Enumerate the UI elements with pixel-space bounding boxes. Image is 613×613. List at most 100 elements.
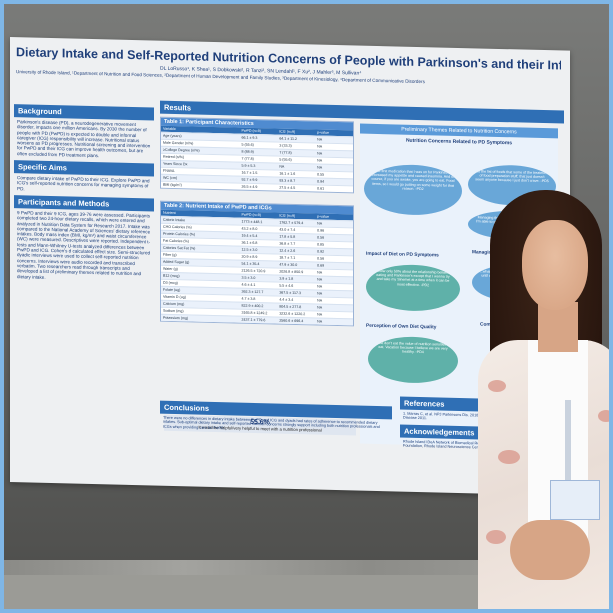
table-cell: 1762.7 ± 579.4	[279, 220, 304, 226]
table-cell: NA	[279, 164, 285, 169]
table-cell: NA	[317, 291, 323, 296]
table-cell: 18.7 ± 7.1	[279, 255, 296, 260]
table-cell: NA	[317, 151, 323, 156]
presenter-person	[470, 190, 613, 613]
table-cell: 392.3 ± 127.7	[241, 289, 264, 295]
table-cell: Potassium (mg)	[163, 315, 189, 321]
themes-heading: Preliminary Themes Related to Nutrition …	[360, 123, 558, 139]
background-text: Parkinson's disease (PD), a neurodegener…	[17, 119, 151, 158]
table-cell: NA	[317, 270, 323, 275]
left-column: Background Parkinson's disease (PD), a n…	[14, 100, 154, 282]
header-cell: PwPD (n=9)	[241, 212, 261, 218]
table-cell: 19.4 ± 5.4	[241, 233, 258, 239]
table-cell: 5.9 ± 5.3	[241, 163, 256, 168]
table-cell: 2026.8 ± 850.9	[279, 269, 304, 275]
nutrient-table: Table 2: Nutrient Intake of PwPD and ICG…	[160, 200, 354, 327]
conclusions-section: Conclusions There were no differences in…	[160, 397, 392, 435]
table-cell: 16.7 ± 1.5	[241, 170, 258, 176]
aims-heading: Specific Aims	[14, 160, 154, 177]
table-cell: 2437.1 ± 779.6	[241, 317, 266, 323]
table-cell: 2560.6 ± 696.4	[279, 318, 304, 324]
table-cell: 36.1 ± 6.8	[241, 240, 258, 246]
header-cell: p-value	[317, 130, 329, 135]
table-cell: 804.5 ± 277.8	[279, 304, 302, 310]
table-cell: NA	[317, 319, 323, 324]
table-cell: 0.94	[317, 179, 325, 184]
table-cell: 3165.8 ± 1249.2	[241, 310, 268, 316]
table-cell: 0.56	[317, 256, 325, 261]
table-cell: 0.56	[317, 235, 325, 240]
table-cell: NA	[317, 158, 323, 163]
table-cell: 4.7 ± 3.8	[241, 296, 256, 301]
header-cell: ICG (n=9)	[279, 213, 296, 218]
table-cell: 17.8 ± 5.8	[279, 234, 296, 239]
table-cell: 0.55	[317, 172, 325, 177]
table-cell: 367.5 ± 117.3	[279, 290, 302, 296]
face	[522, 220, 588, 310]
table-cell: 8 (88.9)	[241, 149, 254, 154]
table-cell: 26.5 ± 4.9	[241, 184, 258, 190]
table-cell: 822.9 ± 400.2	[241, 303, 264, 309]
table-cell: 16.1 ± 1.6	[279, 171, 296, 176]
table-cell: 64.1 ± 11.2	[279, 136, 298, 142]
quote-bubble: I know only 50% about the relationship b…	[366, 263, 460, 312]
themes-subheading-4: Perception of Own Diet Quality	[366, 323, 437, 331]
quote-bubble: The first medication that I was on for P…	[364, 163, 462, 217]
table-cell: 43.2 ± 8.0	[241, 226, 258, 232]
table-cell: 27.5 ± 4.5	[279, 185, 296, 190]
table-cell: 66.1 ± 9.3	[241, 135, 258, 141]
table-cell: NA	[317, 165, 323, 170]
table-cell: NA	[317, 312, 323, 317]
table-cell: 43.0 ± 7.4	[279, 227, 296, 232]
aims-text: Compare dietary intake of PwPD to their …	[17, 175, 150, 192]
quote-bubble: I just don't eat the value of nutrition …	[368, 335, 458, 384]
table-cell: 4.6 ± 4.1	[241, 282, 256, 287]
table-cell: 4.4 ± 3.4	[279, 297, 294, 302]
table-cell: BMI (kg/m²)	[163, 182, 182, 188]
table-cell: 36.8 ± 7.7	[279, 241, 296, 246]
table-cell: 0.61	[317, 186, 325, 191]
table-cell: 20.9 ± 8.9	[241, 254, 258, 260]
header-cell: PwPD (n=9)	[241, 128, 261, 134]
table-cell: 3.9 ± 1.8	[279, 276, 294, 281]
table-cell: 5 (55.6)	[279, 157, 292, 162]
table-cell: 0.92	[317, 249, 325, 254]
table-cell: 0.96	[317, 228, 325, 233]
themes-subheading-2: Impact of Diet on PD Symptoms	[366, 251, 439, 259]
table-cell: 12.4 ± 2.6	[279, 248, 296, 253]
table-cell: 0.69	[317, 263, 325, 268]
table-cell: 0.85	[317, 242, 325, 247]
table-cell: 92.7 ± 9.9	[241, 177, 258, 183]
table-cell: NA	[317, 277, 323, 282]
table-cell: 54.1 ± 35.4	[241, 261, 260, 267]
table-cell: NA	[317, 298, 323, 303]
background-heading: Background	[14, 104, 154, 121]
methods-heading: Participants and Methods	[14, 195, 154, 212]
table-cell: NA	[317, 284, 323, 289]
table-cell: 3232.6 ± 1220.2	[279, 311, 306, 317]
table-cell: 2126.5 ± 720.9	[241, 268, 266, 274]
table-cell: 7 (77.8)	[241, 156, 254, 161]
themes-subheading-1: Nutrition Concerns Related to PD Symptom…	[405, 137, 513, 147]
table-cell: NA	[317, 305, 323, 310]
clasped-hands	[510, 520, 590, 580]
table-cell: 12.5 ± 3.0	[241, 247, 258, 253]
table-cell: 7 (77.8)	[279, 150, 292, 155]
table-cell: NA	[317, 221, 323, 226]
table-cell: 3.5 ± 3.0	[241, 275, 256, 280]
participant-table: Table 1: Participant Characteristics Var…	[160, 116, 354, 194]
table-cell: NA	[317, 144, 323, 149]
table-cell: 1773 ± 448.1	[241, 219, 263, 225]
nutrient-table-body: Calorie Intake 1773 ± 448.1 1762.7 ± 579.4…	[161, 215, 353, 326]
neck	[538, 302, 578, 352]
table-cell: 5 (55.6)	[241, 142, 254, 147]
table-cell: 93.3 ± 8.7	[279, 178, 296, 183]
header-cell: p-value	[317, 214, 329, 219]
table-cell: 3 (33.3)	[279, 143, 292, 148]
methods-text: 9 PwPD and their 9 ICG, ages 39-76 were …	[17, 210, 151, 280]
table-cell: 5.5 ± 4.6	[279, 283, 294, 288]
name-badge	[550, 480, 600, 520]
table-cell: 47.9 ± 30.0	[279, 262, 298, 268]
table-cell: NA	[317, 137, 323, 142]
